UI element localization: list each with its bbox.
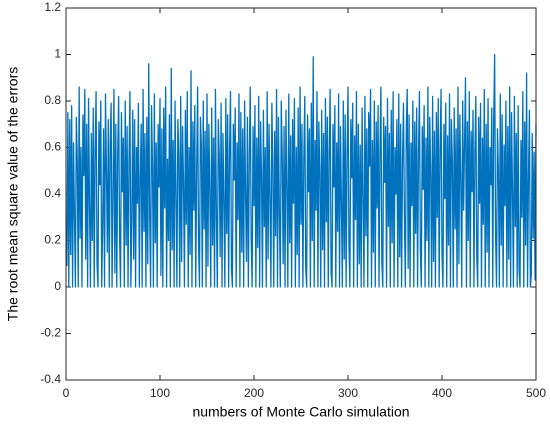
- y-tick-label: 0.8: [44, 93, 61, 107]
- x-tick-label: 500: [526, 386, 546, 400]
- x-tick-label: 100: [150, 386, 170, 400]
- y-tick-label: -0.2: [40, 326, 61, 340]
- x-axis-label: numbers of Monte Carlo simulation: [192, 404, 409, 420]
- y-tick-label: 0.4: [44, 186, 61, 200]
- y-tick-label: 0.6: [44, 140, 61, 154]
- x-tick-label: 200: [244, 386, 264, 400]
- axes-frame: [65, 7, 537, 381]
- y-tick-label: 1: [54, 47, 61, 61]
- data-line: [66, 53, 537, 288]
- y-tick-label: -0.4: [40, 372, 61, 386]
- x-tick-label: 400: [432, 386, 452, 400]
- y-tick-label: 0.2: [44, 233, 61, 247]
- y-tick-label: 0: [54, 279, 61, 293]
- x-tick-label: 0: [63, 386, 70, 400]
- y-tick-label: 1.2: [44, 0, 61, 14]
- x-tick-label: 300: [338, 386, 358, 400]
- y-axis-label: The root mean square value of the errors: [5, 67, 21, 321]
